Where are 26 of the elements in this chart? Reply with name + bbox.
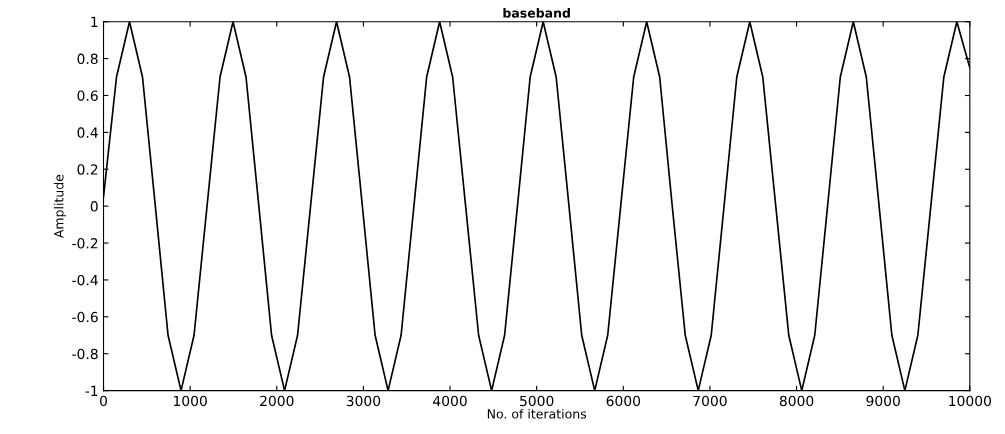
x-tick-label: 8000 xyxy=(779,395,814,407)
y-tick-label: -0.2 xyxy=(72,238,98,249)
x-tick-label: 0 xyxy=(100,395,108,407)
x-tick-label: 1000 xyxy=(174,395,207,407)
y-tick-label: -0.4 xyxy=(72,274,98,286)
y-tick-label: 0 xyxy=(90,201,98,212)
chart-title: baseband xyxy=(503,8,570,18)
x-axis-title: No. of iterations xyxy=(487,408,587,419)
x-tick-label: 4000 xyxy=(433,395,467,407)
x-tick-label: 9000 xyxy=(866,395,900,407)
x-tick-label: 3000 xyxy=(346,395,381,407)
y-tick-label: -0.8 xyxy=(72,348,98,360)
y-tick-label: -1 xyxy=(85,385,98,396)
x-tick-label: 5000 xyxy=(520,395,554,407)
line-series xyxy=(103,21,970,391)
x-tick-label: 6000 xyxy=(606,395,641,407)
y-tick-label: 1 xyxy=(91,16,98,27)
y-tick-label: 0.4 xyxy=(77,127,98,138)
y-tick-label: 0.8 xyxy=(77,53,98,65)
y-tick-label: 0.6 xyxy=(77,90,98,101)
y-axis-title: Amplitude xyxy=(53,174,66,239)
x-tick-label: 7000 xyxy=(693,395,727,407)
x-tick-label: 10000 xyxy=(949,395,991,407)
y-tick-label: -0.6 xyxy=(72,311,98,323)
y-tick-label: 0.2 xyxy=(77,164,98,175)
x-tick-label: 2000 xyxy=(260,395,294,407)
